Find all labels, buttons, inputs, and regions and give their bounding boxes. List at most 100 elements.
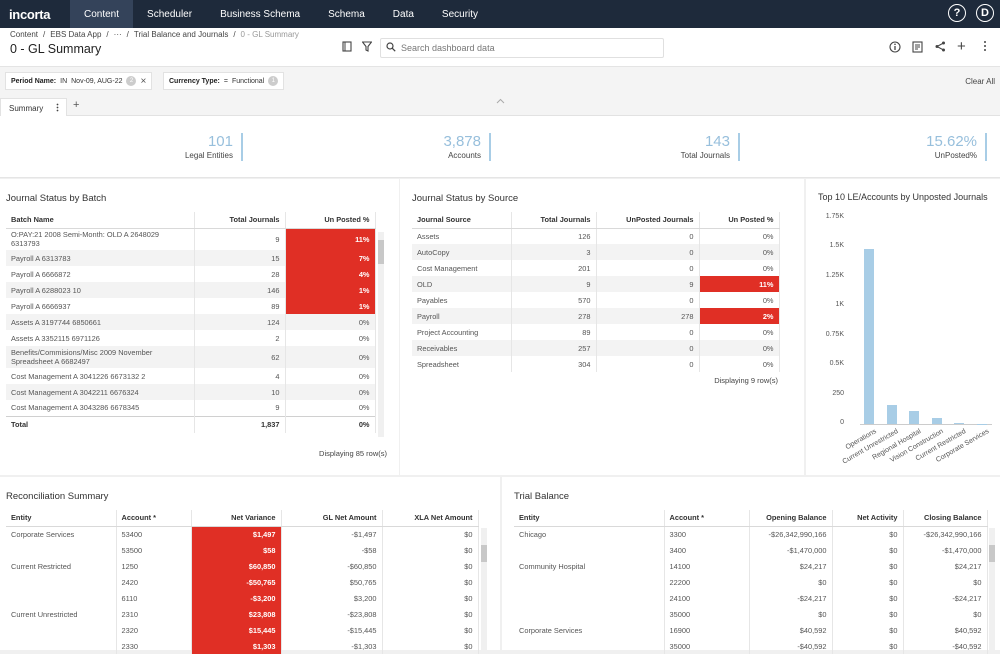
column-header[interactable]: Closing Balance bbox=[903, 510, 987, 526]
trial-scrollbar[interactable] bbox=[989, 528, 995, 650]
column-header[interactable]: GL Net Amount bbox=[281, 510, 382, 526]
table-row[interactable]: O:PAY:21 2008 Semi-Month: OLD A 2648029 … bbox=[6, 228, 375, 250]
column-header[interactable]: Journal Source bbox=[412, 212, 511, 228]
bar[interactable] bbox=[887, 405, 897, 424]
recon-scrollbar[interactable] bbox=[481, 528, 487, 650]
breadcrumb-trial-balance[interactable]: Trial Balance and Journals bbox=[134, 30, 228, 39]
table-row[interactable]: 35000-$40,592$0-$40,592 bbox=[514, 638, 987, 654]
table-cell: $24,217 bbox=[903, 558, 987, 574]
column-header[interactable]: Un Posted % bbox=[285, 212, 375, 228]
breadcrumb-ebs-data-app[interactable]: EBS Data App bbox=[50, 30, 101, 39]
column-header[interactable]: Entity bbox=[514, 510, 664, 526]
nav-data[interactable]: Data bbox=[379, 0, 428, 28]
add-tab-icon[interactable]: + bbox=[73, 99, 79, 111]
table-row[interactable]: 2320$15,445-$15,445$0 bbox=[6, 622, 478, 638]
search-input[interactable] bbox=[401, 43, 651, 53]
column-header[interactable]: UnPosted Journals bbox=[596, 212, 699, 228]
column-header[interactable]: Opening Balance bbox=[749, 510, 832, 526]
breadcrumb-content[interactable]: Content bbox=[10, 30, 38, 39]
tab-menu-icon[interactable] bbox=[56, 103, 59, 114]
column-header[interactable]: Un Posted % bbox=[699, 212, 779, 228]
column-header[interactable]: Net Variance bbox=[191, 510, 281, 526]
dashboard-search[interactable] bbox=[380, 38, 664, 58]
table-row[interactable]: 35000$0$0$0 bbox=[514, 606, 987, 622]
report-icon[interactable] bbox=[912, 41, 923, 56]
kpi-total-journals[interactable]: 143 Total Journals bbox=[681, 133, 740, 161]
column-header[interactable]: Net Activity bbox=[832, 510, 903, 526]
column-header[interactable]: Batch Name bbox=[6, 212, 194, 228]
filter-chip-currency[interactable]: Currency Type: = Functional 1 bbox=[163, 72, 284, 90]
filter-chip-period[interactable]: Period Name: IN Nov-09, AUG-22 2 × bbox=[5, 72, 152, 90]
y-tick-label: 1.5K bbox=[830, 242, 844, 249]
table-cell: -$26,342,990,166 bbox=[749, 526, 832, 542]
column-header[interactable]: XLA Net Amount bbox=[382, 510, 478, 526]
column-header[interactable]: Account * bbox=[116, 510, 191, 526]
kpi-unposted-pct[interactable]: 15.62% UnPosted% bbox=[926, 133, 987, 161]
nav-schema[interactable]: Schema bbox=[314, 0, 379, 28]
table-row[interactable]: Benefits/Commisions/Misc 2009 November S… bbox=[6, 346, 375, 368]
table-row[interactable]: 3400-$1,470,000$0-$1,470,000 bbox=[514, 542, 987, 558]
user-avatar-icon[interactable]: D bbox=[976, 4, 994, 22]
table-row[interactable]: 22200$0$0$0 bbox=[514, 574, 987, 590]
table-row[interactable]: 2420-$50,765$50,765$0 bbox=[6, 574, 478, 590]
help-icon[interactable]: ? bbox=[948, 4, 966, 22]
table-row[interactable]: 6110-$3,200$3,200$0 bbox=[6, 590, 478, 606]
close-icon[interactable]: × bbox=[140, 76, 146, 87]
more-icon[interactable] bbox=[983, 40, 987, 55]
filter-icon[interactable] bbox=[362, 41, 372, 55]
nav-security[interactable]: Security bbox=[428, 0, 492, 28]
share-icon[interactable] bbox=[935, 41, 946, 55]
column-header[interactable]: Entity bbox=[6, 510, 116, 526]
column-header[interactable]: Total Journals bbox=[511, 212, 596, 228]
add-icon[interactable]: + bbox=[957, 38, 966, 55]
y-tick-label: 1.75K bbox=[826, 213, 844, 220]
bar[interactable] bbox=[864, 249, 874, 424]
info-icon[interactable] bbox=[889, 41, 901, 56]
table-cell: $0 bbox=[832, 606, 903, 622]
kpi-legal-entities[interactable]: 101 Legal Entities bbox=[185, 133, 243, 161]
bookmark-icon[interactable] bbox=[342, 41, 352, 55]
table-row[interactable]: 24100-$24,217$0-$24,217 bbox=[514, 590, 987, 606]
nav-content[interactable]: Content bbox=[70, 0, 133, 28]
nav-scheduler[interactable]: Scheduler bbox=[133, 0, 206, 28]
column-header[interactable]: Account * bbox=[664, 510, 749, 526]
bar[interactable] bbox=[909, 411, 919, 424]
collapse-icon[interactable] bbox=[496, 96, 505, 106]
bar[interactable] bbox=[932, 418, 942, 424]
clear-all-button[interactable]: Clear All bbox=[965, 77, 995, 86]
tab-summary[interactable]: Summary bbox=[0, 98, 67, 116]
nav-business-schema[interactable]: Business Schema bbox=[206, 0, 314, 28]
table-row[interactable]: 2330$1,303-$1,303$0 bbox=[6, 638, 478, 654]
column-header[interactable]: Total Journals bbox=[194, 212, 285, 228]
batch-scrollbar[interactable] bbox=[378, 232, 384, 437]
table-row[interactable]: 53500$58-$58$0 bbox=[6, 542, 478, 558]
breadcrumb-ellipsis[interactable]: ··· bbox=[114, 30, 122, 39]
bar[interactable] bbox=[954, 423, 964, 424]
incorta-logo[interactable]: incorta bbox=[0, 7, 70, 22]
kpi-accounts[interactable]: 3,878 Accounts bbox=[443, 133, 491, 161]
